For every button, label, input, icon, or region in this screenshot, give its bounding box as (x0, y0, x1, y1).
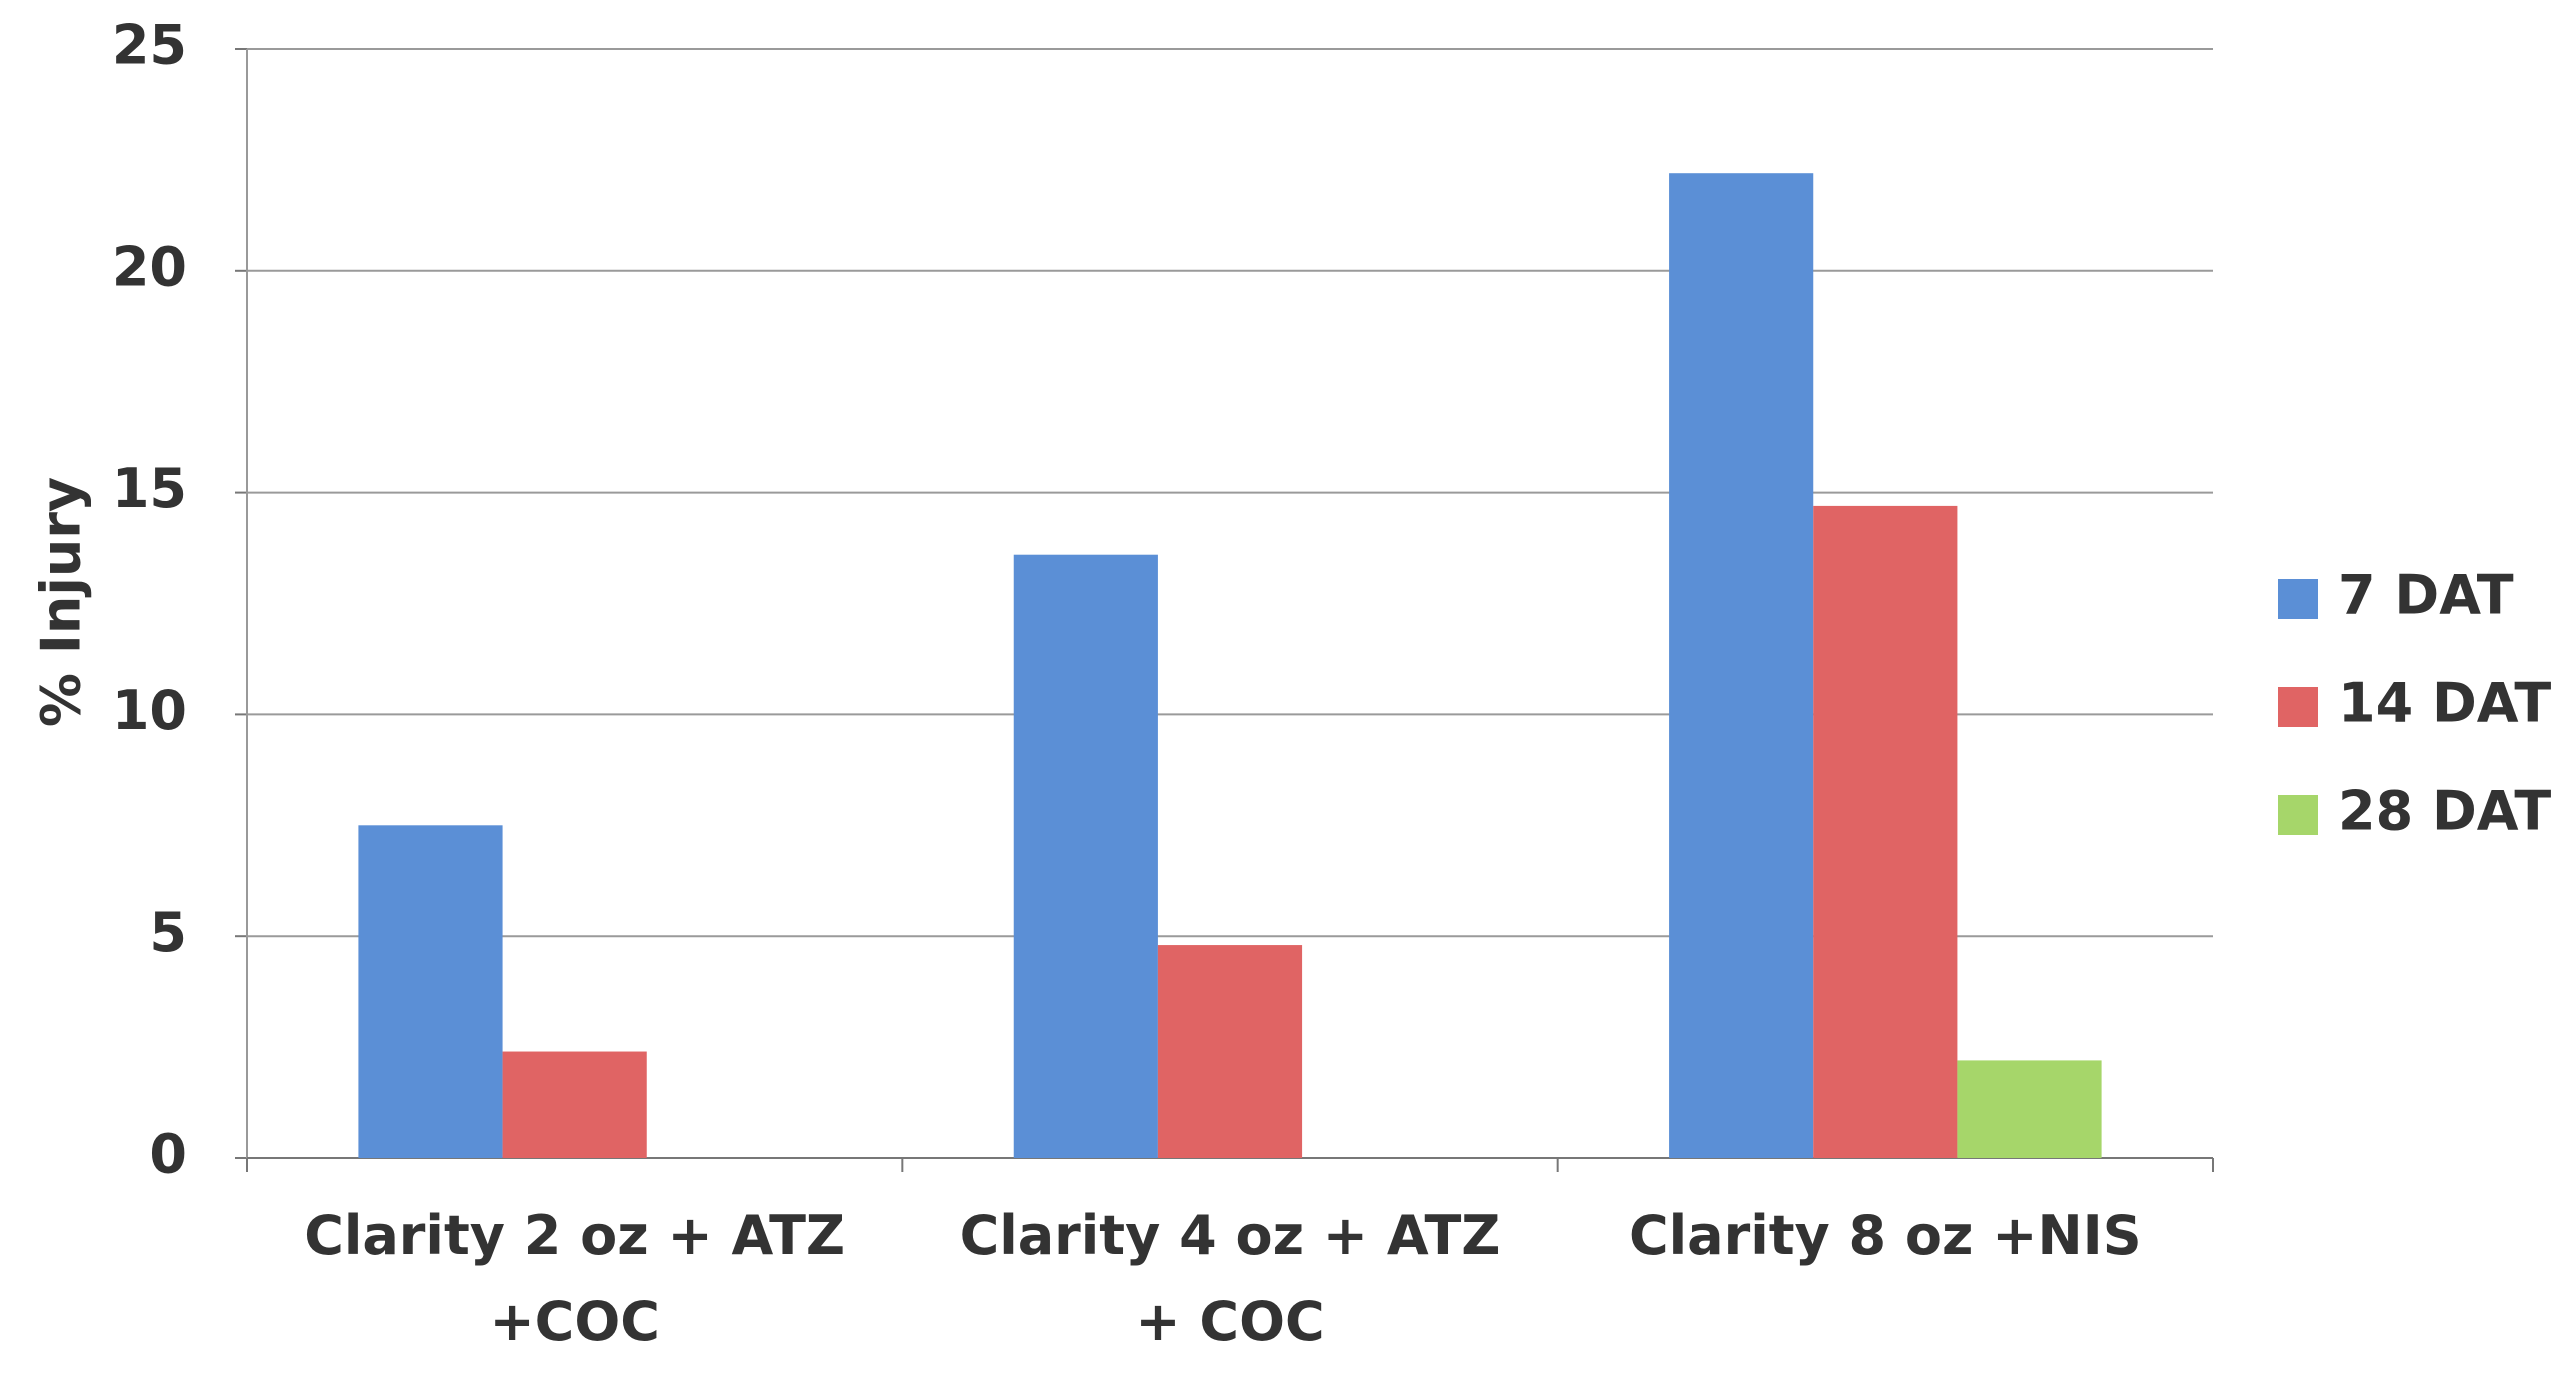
x-tick-label: Clarity 4 oz + ATZ + COC (959, 1204, 1501, 1353)
x-tick-label: Clarity 8 oz +NIS (1628, 1204, 2142, 1267)
bar (1957, 1060, 2102, 1158)
y-tick-label: 15 (112, 457, 187, 520)
y-axis-label: % Injury (30, 477, 93, 727)
legend-swatch (2278, 795, 2318, 835)
y-tick-label: 20 (112, 235, 187, 298)
y-tick-label: 25 (112, 14, 187, 77)
bar (358, 825, 503, 1158)
legend-swatch (2278, 579, 2318, 619)
y-tick-label: 10 (112, 679, 187, 742)
x-tick-label: Clarity 2 oz + ATZ +COC (304, 1204, 846, 1353)
legend-label: 28 DAT (2338, 780, 2551, 843)
bar (1157, 945, 1303, 1158)
bar (502, 1051, 647, 1158)
legend-label: 7 DAT (2338, 564, 2514, 627)
y-tick-label: 0 (149, 1123, 187, 1186)
legend-swatch (2278, 687, 2318, 727)
y-tick-label: 5 (149, 901, 187, 964)
bar (1669, 173, 1814, 1158)
legend-label: 14 DAT (2338, 672, 2551, 735)
bar (1813, 505, 1958, 1159)
bar (1013, 554, 1158, 1158)
